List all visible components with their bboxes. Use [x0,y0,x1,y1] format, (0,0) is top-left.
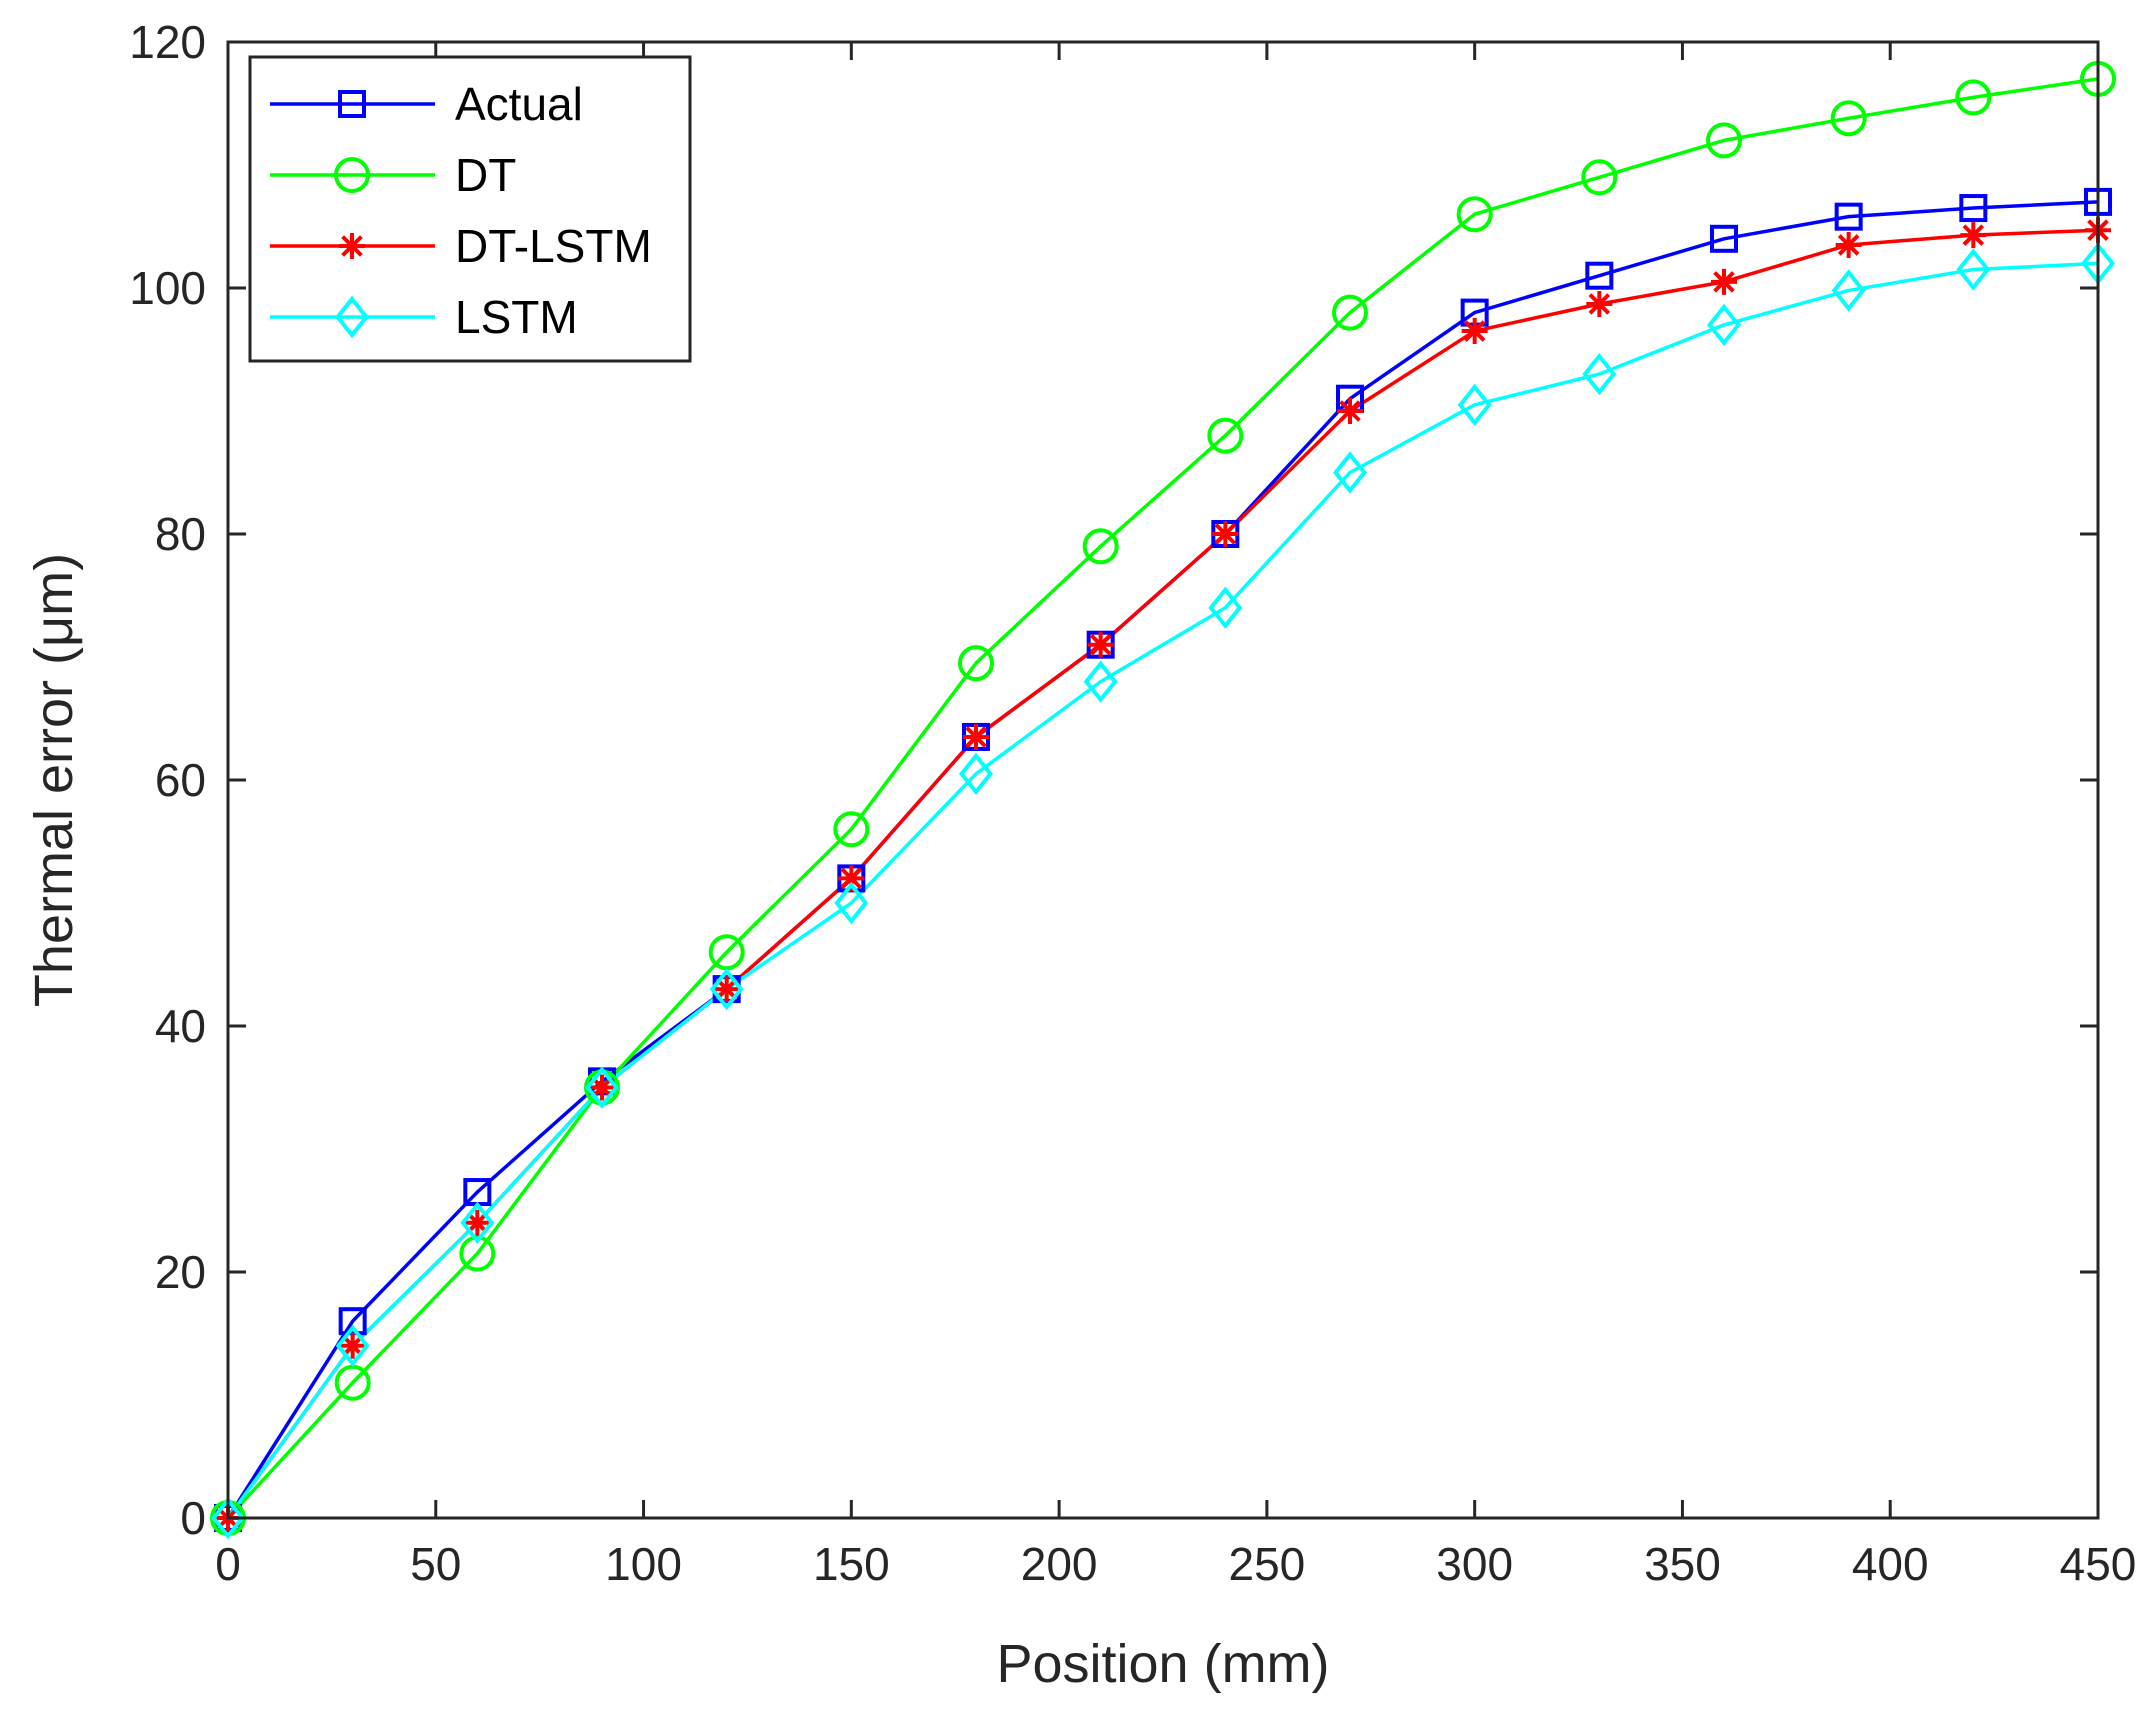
data-point-lstm-30 [335,1324,370,1368]
data-point-lstm-0 [211,1496,245,1540]
data-point-actual-390 [1834,202,1863,231]
data-point-dt-lstm-390 [1835,231,1862,258]
data-point-dt-lstm-240 [1212,521,1239,547]
data-point-dt-270 [1332,294,1368,331]
data-point-dt-150 [833,811,870,848]
y-tick-label: 120 [129,16,206,68]
x-tick-label: 150 [813,1538,890,1590]
data-point-lstm-180 [959,752,993,796]
data-point-lstm-390 [1831,269,1866,312]
data-point-actual-330 [1585,261,1614,290]
x-tick-label: 300 [1436,1538,1513,1590]
data-point-lstm-420 [1956,248,1991,291]
series-markers-group [210,60,2116,1540]
ticks-group: 0 50 100 150 200 250 300 350 400 450 0 20 40 60 80 100 1… [129,16,2136,1590]
data-point-actual-420 [1959,194,1988,223]
data-point-dt-60 [459,1235,496,1272]
data-point-dt-330 [1581,159,1618,196]
data-point-lstm-270 [1333,451,1367,494]
data-point-dt-240 [1207,417,1244,454]
data-point-lstm-210 [1083,660,1118,703]
x-axis-label: Position (mm) [996,1634,1329,1694]
x-tick-label: 250 [1229,1538,1306,1590]
y-axis-label: Thermal error (μm) [24,553,84,1007]
data-point-dt-lstm-90 [589,1074,615,1101]
data-point-dt-390 [1830,100,1867,137]
data-point-dt-lstm-330 [1586,290,1613,317]
legend-marker-dt [334,157,370,193]
legend-label-dt-lstm: DT-LSTM [455,220,652,272]
legend-marker-lstm [335,295,369,339]
plot-frame [226,40,2100,1520]
data-point-lstm-330 [1582,352,1617,396]
data-point-lstm-90 [585,1066,619,1109]
data-point-dt-lstm-60 [464,1209,491,1236]
data-point-dt-180 [958,645,994,682]
legend-label-dt: DT [455,149,516,201]
data-point-lstm-300 [1457,383,1492,427]
series-line-lstm [226,261,2099,1520]
data-point-lstm-360 [1707,303,1741,347]
x-tick-label: 200 [1021,1538,1098,1590]
data-point-actual-360 [1710,224,1738,253]
data-point-dt-300 [1456,196,1493,233]
legend: Actual DT DT-LSTM LSTM [248,55,692,363]
x-tick-label: 450 [2060,1538,2137,1590]
data-point-lstm-150 [834,881,869,925]
data-point-dt-lstm-360 [1711,268,1737,295]
y-tick-label: 80 [155,508,206,560]
data-point-dt-lstm-30 [339,1332,366,1359]
legend-label-actual: Actual [455,78,583,130]
data-point-dt-lstm-120 [713,976,740,1003]
legend-label-lstm: LSTM [455,291,578,343]
y-tick-label: 60 [155,754,206,806]
data-point-lstm-60 [460,1201,495,1245]
data-point-dt-lstm-210 [1087,631,1114,658]
data-point-dt-lstm-180 [963,723,989,750]
data-point-dt-420 [1955,79,1992,116]
data-point-lstm-120 [709,967,744,1011]
data-point-dt-lstm-420 [1960,222,1987,249]
series-lines-group [226,77,2099,1520]
x-tick-label: 100 [605,1538,682,1590]
x-tick-label: 0 [215,1538,241,1590]
y-tick-label: 40 [155,1000,206,1052]
y-tick-label: 0 [180,1492,206,1544]
legend-marker-actual [338,90,366,118]
data-point-dt-lstm-270 [1337,398,1363,424]
data-point-dt-210 [1082,528,1119,565]
y-tick-label: 20 [155,1246,206,1298]
legend-box [248,55,692,363]
x-tick-label: 50 [410,1538,461,1590]
x-tick-label: 350 [1644,1538,1721,1590]
data-point-lstm-240 [1208,586,1243,630]
data-point-dt-lstm-150 [838,865,865,892]
series-line-dt [226,77,2099,1520]
x-tick-label: 400 [1852,1538,1929,1590]
legend-marker-dt-lstm [339,233,365,259]
data-point-dt-lstm-300 [1461,318,1488,345]
y-tick-label: 100 [129,262,206,314]
data-point-dt-360 [1706,122,1742,159]
